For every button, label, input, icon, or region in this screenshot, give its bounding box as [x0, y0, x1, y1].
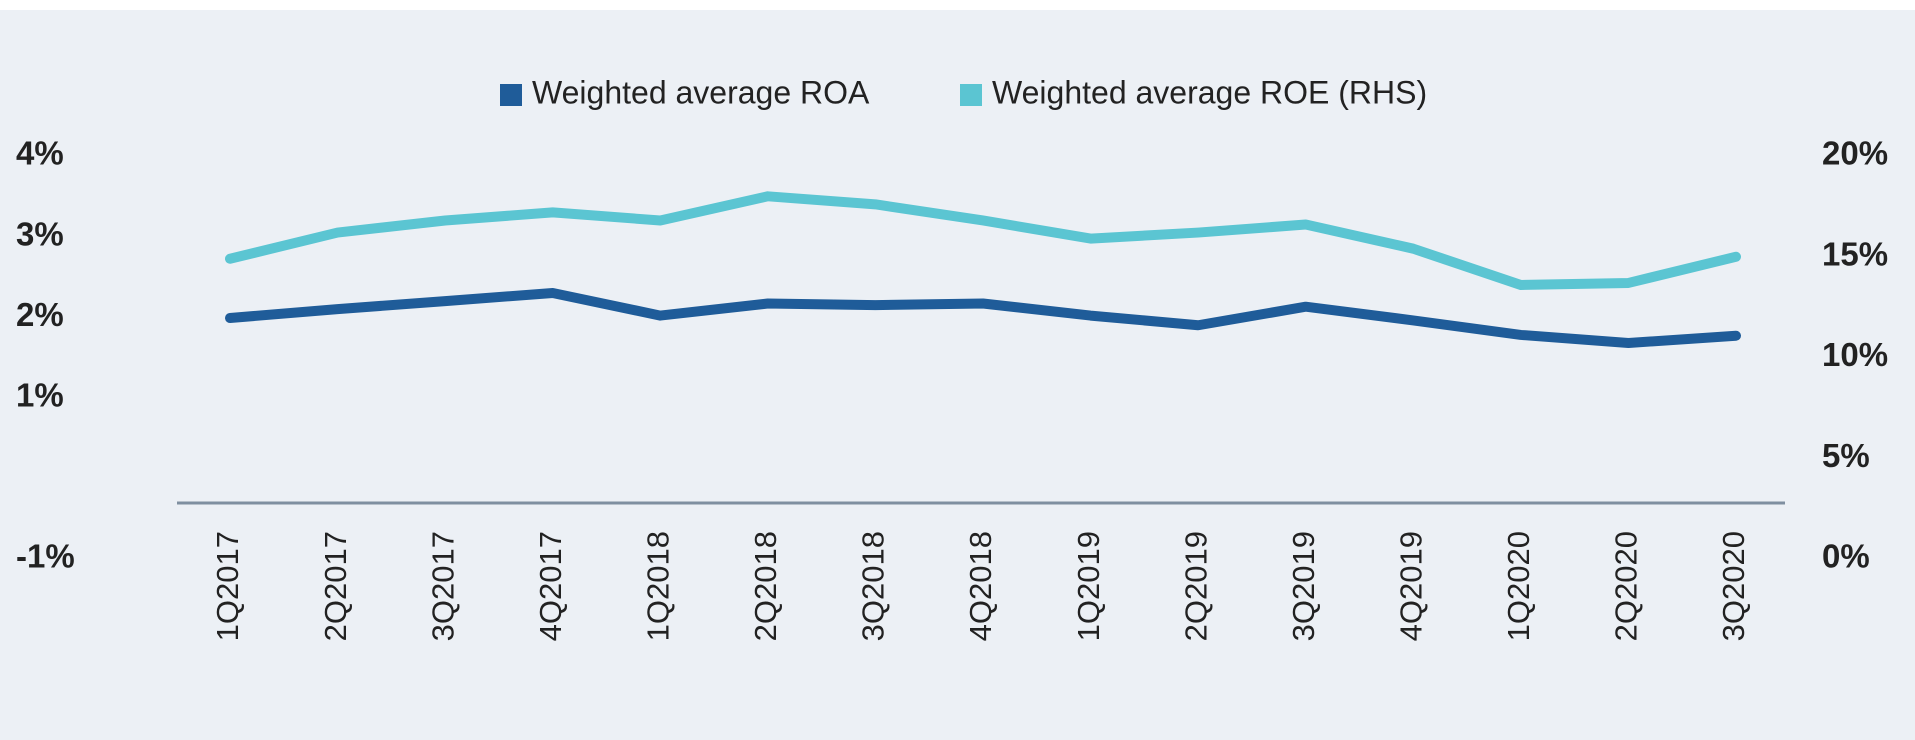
x-tick-label: 1Q2017: [210, 531, 245, 641]
y-tick-label: 4%: [16, 135, 64, 172]
x-tick-label: 3Q2019: [1286, 531, 1321, 641]
y-tick-label: 2%: [16, 296, 64, 333]
y2-tick-label: 0%: [1822, 538, 1870, 575]
y-tick-label: 1%: [16, 377, 64, 414]
y2-tick-label: 5%: [1822, 437, 1870, 474]
x-tick-label: 1Q2018: [640, 531, 675, 641]
y2-tick-label: 20%: [1822, 135, 1888, 172]
x-tick-label: 3Q2017: [425, 531, 460, 641]
x-tick-label: 2Q2017: [318, 531, 353, 641]
y-tick-label: -1%: [16, 538, 75, 575]
legend-label: Weighted average ROA: [532, 74, 870, 110]
x-tick-label: 1Q2020: [1501, 531, 1536, 641]
legend-swatch: [960, 84, 982, 106]
chart-background: [0, 10, 1915, 740]
legend-swatch: [500, 84, 522, 106]
legend-label: Weighted average ROE (RHS): [992, 74, 1427, 110]
x-tick-label: 2Q2019: [1178, 531, 1213, 641]
y2-tick-label: 15%: [1822, 235, 1888, 272]
x-tick-label: 3Q2018: [856, 531, 891, 641]
x-tick-label: 4Q2017: [533, 531, 568, 641]
y-tick-label: 3%: [16, 215, 64, 252]
x-tick-label: 2Q2018: [748, 531, 783, 641]
x-tick-label: 4Q2019: [1393, 531, 1428, 641]
series-line: [225, 191, 1741, 290]
x-tick-label: 3Q2020: [1716, 531, 1751, 641]
series-line: [225, 288, 1741, 348]
x-tick-label: 4Q2018: [963, 531, 998, 641]
x-tick-label: 2Q2020: [1609, 531, 1644, 641]
y2-tick-label: 10%: [1822, 336, 1888, 373]
x-tick-label: 1Q2019: [1071, 531, 1106, 641]
